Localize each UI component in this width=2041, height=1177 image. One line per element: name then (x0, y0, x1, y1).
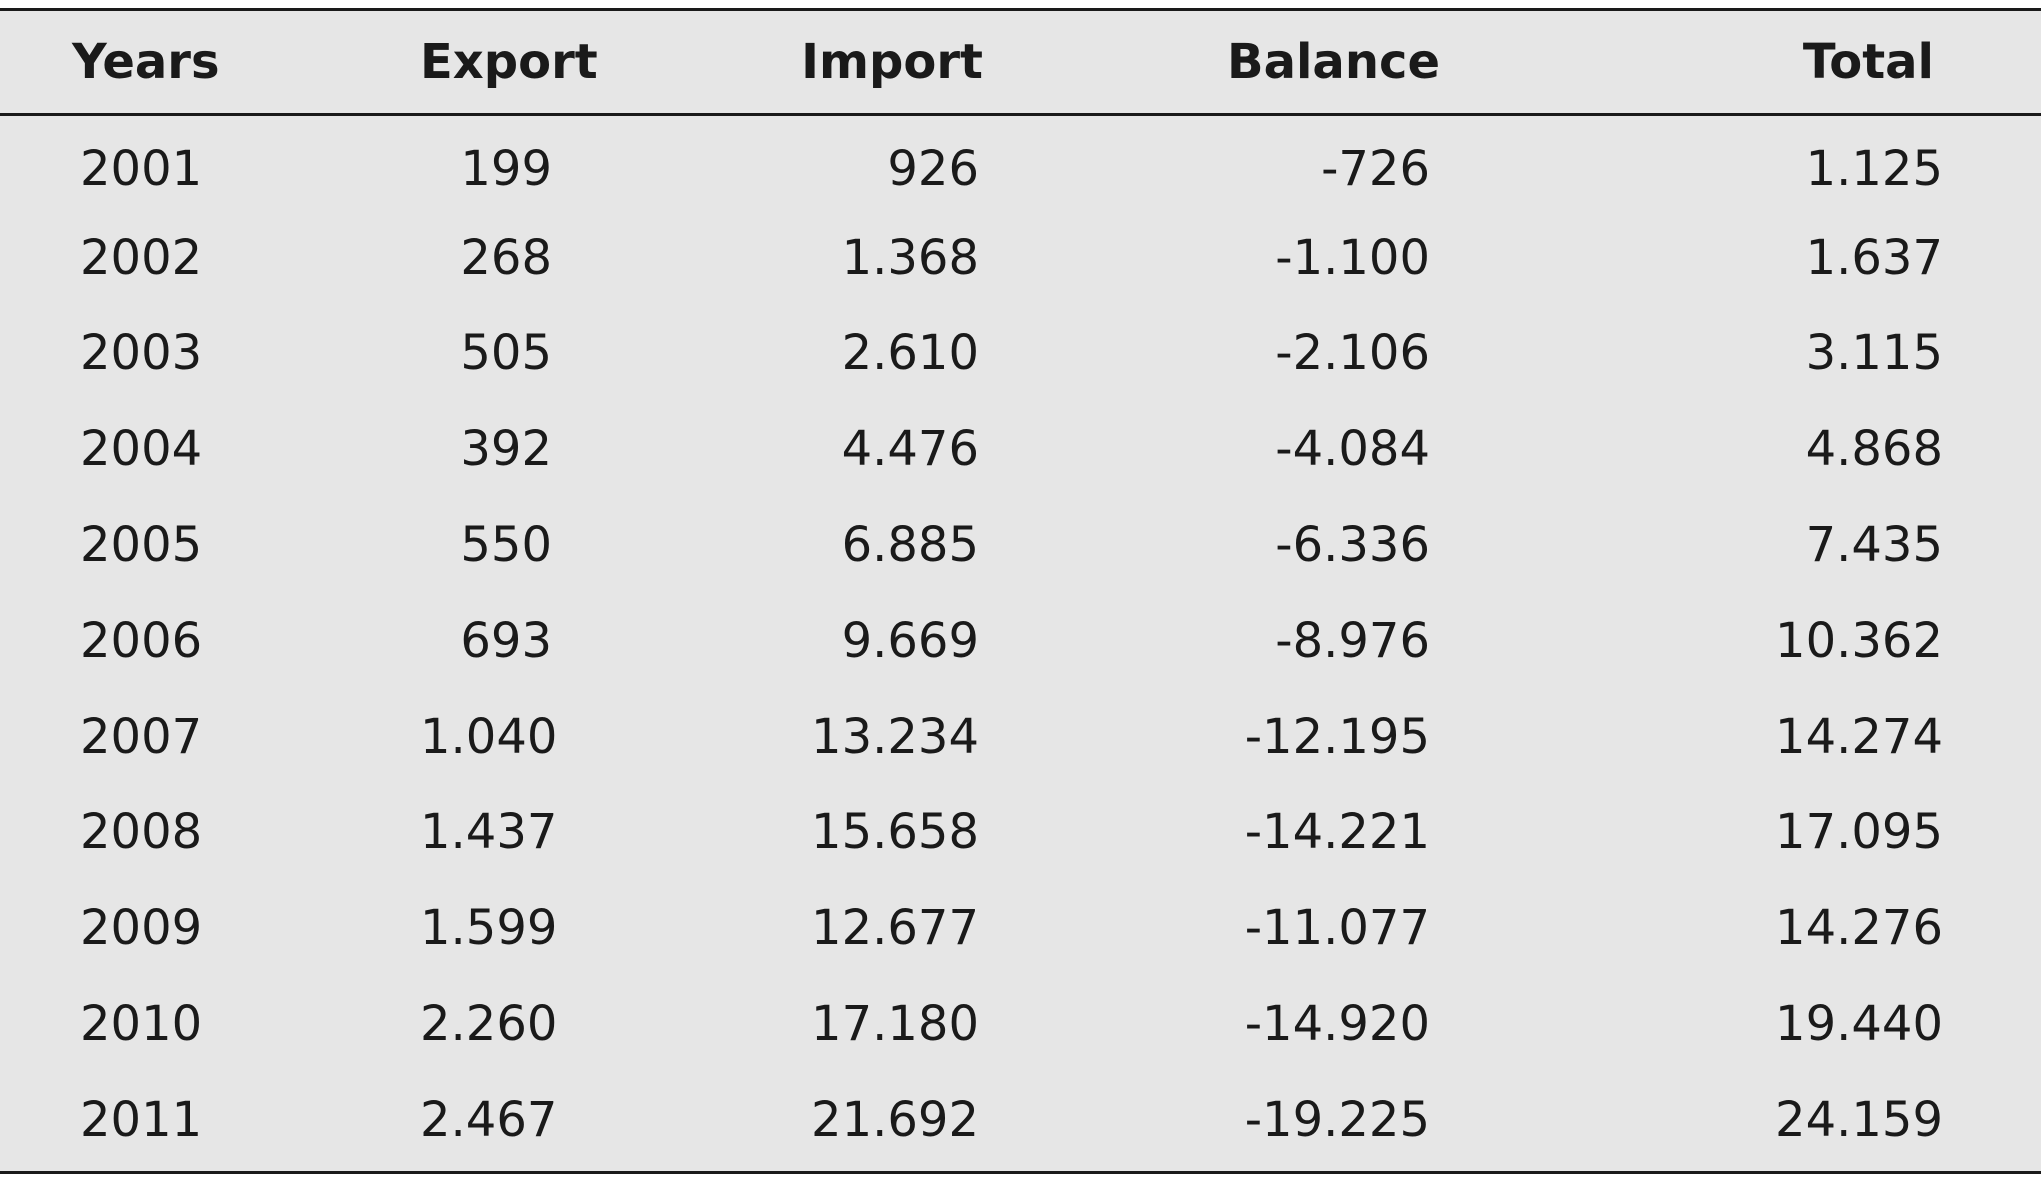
table-row: 2007 1.040 13.234 -12.195 14.274 (0, 689, 2041, 785)
table-row: 2003 505 2.610 -2.106 3.115 (0, 306, 2041, 402)
cell-import: 21.692 (811, 1091, 979, 1148)
cell-total: 24.159 (1775, 1091, 1943, 1148)
table-row: 2004 392 4.476 -4.084 4.868 (0, 401, 2041, 497)
cell-import: 1.368 (841, 229, 979, 286)
cell-import: 17.180 (811, 996, 979, 1053)
column-header-years: Years (0, 11, 420, 116)
cell-total: 19.440 (1775, 996, 1943, 1053)
cell-import: 13.234 (811, 708, 979, 765)
cell-balance: -2.106 (1275, 325, 1430, 382)
cell-export: 1.599 (420, 900, 558, 957)
cell-total: 14.274 (1775, 708, 1943, 765)
table-row: 2009 1.599 12.677 -11.077 14.276 (0, 880, 2041, 976)
table-body: 2001 199 926 -726 1.125 2002 268 1.368 -1.100 1.6… (0, 114, 2041, 1168)
table-row: 2001 199 926 -726 1.125 (0, 114, 2041, 210)
cell-year: 2008 (80, 804, 203, 861)
cell-export: 2.260 (420, 996, 558, 1053)
cell-balance: -12.195 (1244, 708, 1430, 765)
cell-total: 1.125 (1805, 140, 1943, 197)
cell-total: 7.435 (1805, 517, 1943, 574)
column-header-export: Export (420, 11, 660, 116)
cell-export: 1.040 (420, 708, 558, 765)
cell-balance: -726 (1321, 140, 1430, 197)
cell-export: 693 (460, 612, 552, 669)
cell-export: 505 (460, 325, 552, 382)
cell-balance: -6.336 (1275, 517, 1430, 574)
cell-total: 14.276 (1775, 900, 1943, 957)
cell-export: 268 (460, 229, 552, 286)
cell-balance: -1.100 (1275, 229, 1430, 286)
cell-total: 17.095 (1775, 804, 1943, 861)
cell-year: 2011 (80, 1091, 203, 1148)
cell-year: 2002 (80, 229, 203, 286)
trade-table: Years Export Import Balance Total 2001 19… (0, 11, 2041, 1168)
cell-balance: -11.077 (1244, 900, 1430, 957)
cell-import: 9.669 (841, 612, 979, 669)
table-row: 2002 268 1.368 -1.100 1.637 (0, 210, 2041, 306)
cell-balance: -14.221 (1244, 804, 1430, 861)
cell-export: 1.437 (420, 804, 558, 861)
trade-table-panel: Years Export Import Balance Total 2001 19… (0, 8, 2041, 1174)
cell-total: 4.868 (1805, 421, 1943, 478)
cell-export: 2.467 (420, 1091, 558, 1148)
table-row: 2010 2.260 17.180 -14.920 19.440 (0, 976, 2041, 1072)
column-header-balance: Balance (1110, 11, 1550, 116)
cell-export: 392 (460, 421, 552, 478)
table-row: 2006 693 9.669 -8.976 10.362 (0, 593, 2041, 689)
cell-import: 15.658 (811, 804, 979, 861)
cell-import: 2.610 (841, 325, 979, 382)
cell-year: 2006 (80, 612, 203, 669)
table-row: 2008 1.437 15.658 -14.221 17.095 (0, 785, 2041, 881)
table-row: 2011 2.467 21.692 -19.225 24.159 (0, 1072, 2041, 1168)
cell-total: 3.115 (1805, 325, 1943, 382)
column-header-total: Total (1550, 11, 2041, 116)
cell-year: 2001 (80, 140, 203, 197)
cell-import: 926 (887, 140, 979, 197)
cell-balance: -19.225 (1244, 1091, 1430, 1148)
cell-year: 2009 (80, 900, 203, 957)
cell-year: 2007 (80, 708, 203, 765)
cell-year: 2003 (80, 325, 203, 382)
table-row: 2005 550 6.885 -6.336 7.435 (0, 497, 2041, 593)
cell-year: 2005 (80, 517, 203, 574)
cell-import: 12.677 (811, 900, 979, 957)
cell-balance: -8.976 (1275, 612, 1430, 669)
column-header-import: Import (660, 11, 1110, 116)
cell-export: 550 (460, 517, 552, 574)
cell-import: 4.476 (841, 421, 979, 478)
cell-balance: -4.084 (1275, 421, 1430, 478)
cell-year: 2004 (80, 421, 203, 478)
cell-year: 2010 (80, 996, 203, 1053)
cell-import: 6.885 (841, 517, 979, 574)
cell-total: 1.637 (1805, 229, 1943, 286)
cell-balance: -14.920 (1244, 996, 1430, 1053)
table-header-row: Years Export Import Balance Total (0, 11, 2041, 116)
cell-export: 199 (460, 140, 552, 197)
cell-total: 10.362 (1775, 612, 1943, 669)
